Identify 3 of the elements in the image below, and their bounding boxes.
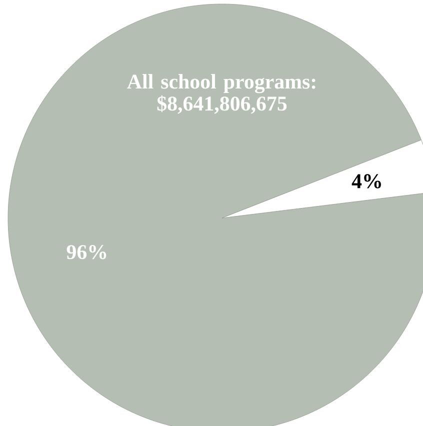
slice-label: All school programs: $8,641,806,675 bbox=[127, 74, 316, 114]
data-label: 96% bbox=[66, 245, 106, 260]
data-label: 4% bbox=[352, 174, 381, 188]
